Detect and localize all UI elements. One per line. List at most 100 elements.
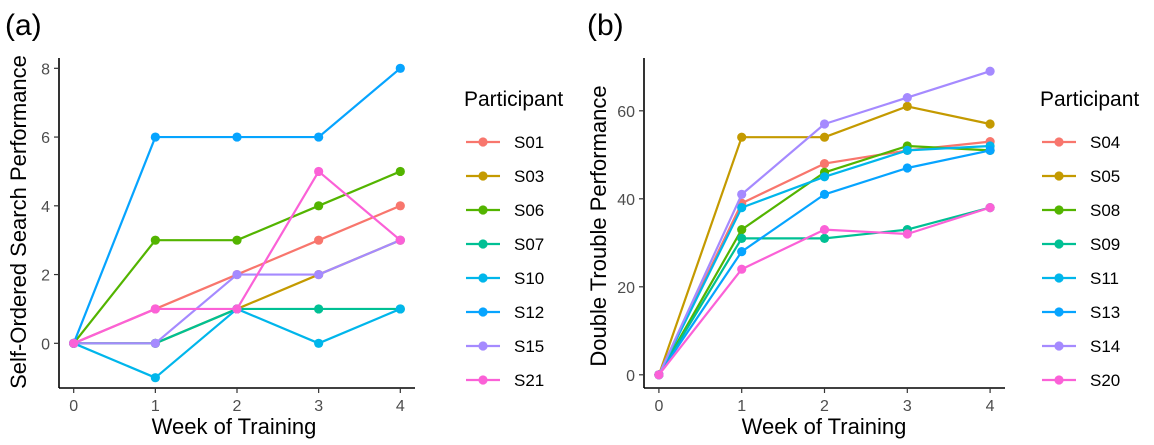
legend-label: S04 <box>1090 133 1120 152</box>
data-point-s12 <box>314 132 324 142</box>
legend-item-s03: S03 <box>466 167 544 186</box>
legend-key-point <box>478 205 488 215</box>
panel-b-x-tick-label: 0 <box>654 398 663 415</box>
data-point-s13 <box>902 163 912 173</box>
legend-item-s14: S14 <box>1042 337 1120 356</box>
panel-b-y-tick-label: 0 <box>626 368 635 385</box>
panel-b-x-axis-title: Week of Training <box>742 414 907 439</box>
data-point-s15 <box>150 338 160 348</box>
series-line-s03 <box>73 239 401 345</box>
legend-item-s07: S07 <box>466 235 544 254</box>
data-point-s20 <box>737 264 747 274</box>
data-point-s11 <box>902 145 912 155</box>
panel-a-y-tick-label: 2 <box>41 268 50 285</box>
legend-label: S07 <box>514 235 544 254</box>
data-point-s14 <box>902 93 912 103</box>
legend-item-s09: S09 <box>1042 235 1120 254</box>
data-point-s05 <box>902 101 912 111</box>
legend-key-point <box>478 307 488 317</box>
panel-a-x-tick-label: 0 <box>69 398 78 415</box>
legend-item-s12: S12 <box>466 303 544 322</box>
data-point-s13 <box>819 189 830 199</box>
panel-a-chart: (a) Week of Training Self-Ordered Search… <box>5 9 563 439</box>
data-point-s21 <box>314 166 324 177</box>
legend-label: S15 <box>514 337 544 356</box>
legend-label: S05 <box>1090 167 1120 186</box>
panel-a-x-tick-label: 2 <box>233 398 242 415</box>
legend-item-s05: S05 <box>1042 167 1120 186</box>
legend-key-point <box>478 239 488 249</box>
legend-label: S12 <box>514 303 544 322</box>
panel-b-x-tick-label: 1 <box>737 398 746 415</box>
series-s21 <box>69 166 405 348</box>
legend-label: S13 <box>1090 303 1120 322</box>
data-point-s12 <box>395 63 405 73</box>
panel-a-x-tick-label: 3 <box>314 398 323 415</box>
data-point-s12 <box>232 132 242 142</box>
panel-b-label: (b) <box>587 9 624 42</box>
legend-item-s10: S10 <box>466 269 544 288</box>
series-s06 <box>69 166 405 348</box>
legend-label: S09 <box>1090 235 1120 254</box>
panel-a-y-tick-label: 8 <box>41 61 50 78</box>
data-point-s06 <box>232 235 242 245</box>
panel-a-legend-title: Participant <box>464 88 563 111</box>
legend-key-point <box>1054 205 1064 215</box>
series-line-s07 <box>73 307 401 345</box>
data-point-s06 <box>314 201 324 211</box>
legend-item-s06: S06 <box>466 201 544 220</box>
series-s13 <box>654 145 995 380</box>
series-line-s15 <box>73 239 401 345</box>
data-point-s14 <box>819 119 830 129</box>
data-point-s12 <box>150 132 160 142</box>
legend-label: S08 <box>1090 201 1120 220</box>
data-point-s15 <box>314 269 324 280</box>
panel-b-y-axis-title: Double Trouble Performance <box>586 85 611 366</box>
legend-label: S01 <box>514 133 544 152</box>
data-point-s14 <box>985 66 995 76</box>
data-point-s06 <box>395 166 405 177</box>
series-line-s06 <box>72 170 401 344</box>
data-point-s05 <box>737 132 747 142</box>
panel-a-x-tick-label: 1 <box>151 398 160 415</box>
legend-key-point <box>1054 239 1064 249</box>
data-point-s05 <box>819 132 830 142</box>
legend-label: S21 <box>514 371 544 390</box>
legend-key-point <box>478 341 488 351</box>
data-point-s09 <box>819 233 830 243</box>
data-point-s21 <box>69 338 79 348</box>
data-point-s01 <box>395 201 405 211</box>
data-point-s21 <box>150 304 160 314</box>
data-point-s10 <box>314 338 324 348</box>
series-line-s21 <box>73 170 402 345</box>
legend-item-s01: S01 <box>466 133 544 152</box>
data-point-s15 <box>232 269 242 280</box>
legend-key-point <box>478 137 488 147</box>
series-s11 <box>654 141 995 380</box>
panel-a-y-axis-title: Self-Ordered Search Performance <box>6 55 31 389</box>
legend-label: S14 <box>1090 337 1120 356</box>
data-point-s10 <box>150 373 160 383</box>
legend-key-point <box>1054 341 1064 351</box>
legend-label: S10 <box>514 269 544 288</box>
series-line-s12 <box>72 67 402 344</box>
legend-label: S06 <box>514 201 544 220</box>
panel-a-y-tick-label: 6 <box>41 130 50 147</box>
panel-a-y-tick-label: 0 <box>41 336 50 353</box>
series-line-s13 <box>657 149 991 376</box>
legend-item-s13: S13 <box>1042 303 1120 322</box>
legend-item-s21: S21 <box>466 371 544 390</box>
panel-b-chart: (b) Week of Training Double Trouble Perf… <box>586 9 1139 439</box>
legend-key-point <box>1054 273 1064 283</box>
legend-label: S20 <box>1090 371 1120 390</box>
series-s03 <box>69 235 405 348</box>
data-point-s04 <box>819 159 830 169</box>
panel-a-y-tick-label: 4 <box>41 199 50 216</box>
data-point-s10 <box>395 304 405 314</box>
panel-a-x-tick-label: 4 <box>396 398 405 415</box>
panel-a-x-axis-title: Week of Training <box>152 414 317 439</box>
legend-key-point <box>1054 137 1064 147</box>
panel-b-y-tick-label: 60 <box>617 104 635 121</box>
data-point-s20 <box>985 203 995 213</box>
